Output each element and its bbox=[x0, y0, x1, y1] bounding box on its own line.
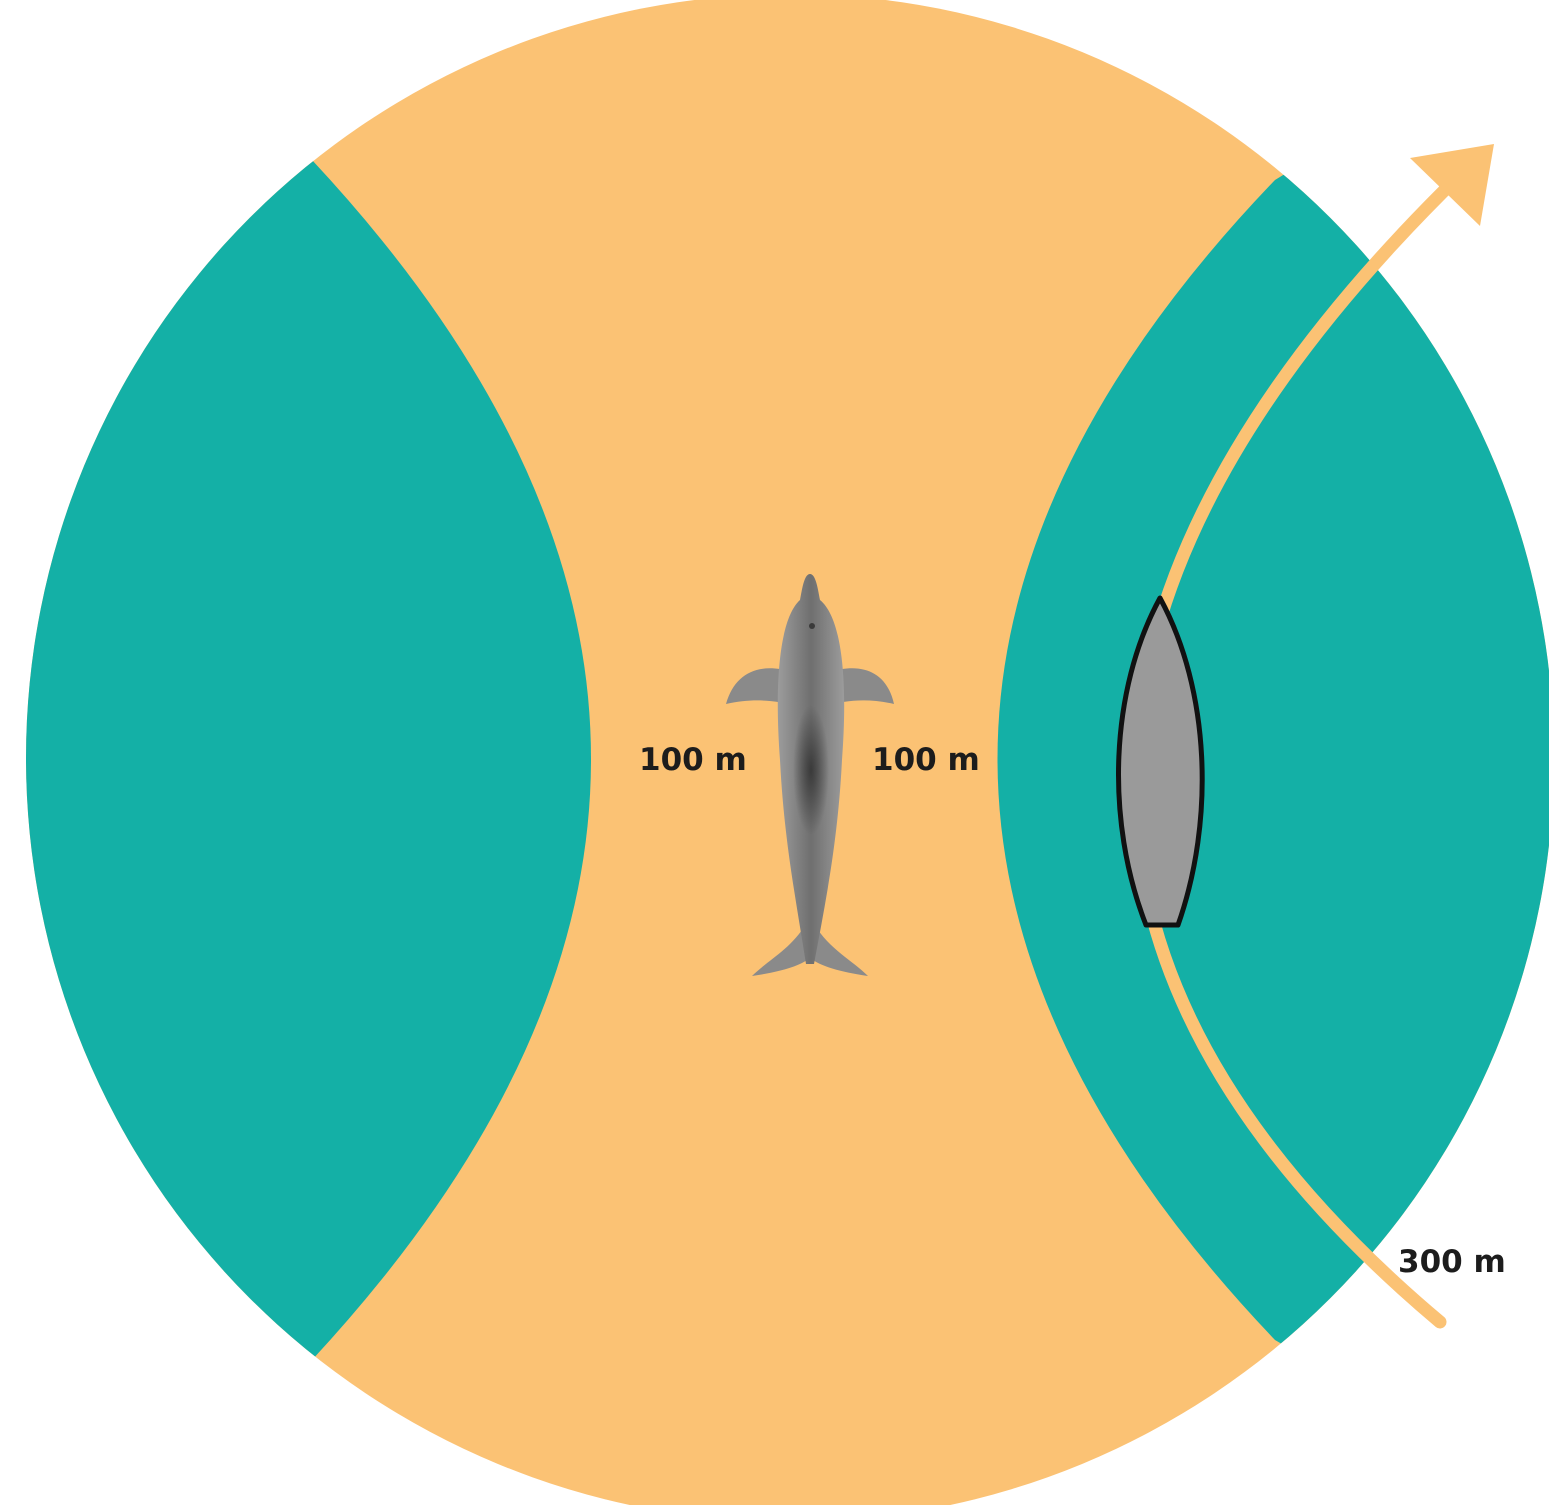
route-arrowhead-icon bbox=[1410, 144, 1494, 226]
left-distance-label: 100 m bbox=[639, 742, 747, 778]
left-approach-zone bbox=[26, 0, 591, 1505]
outer-distance-label: 300 m bbox=[1398, 1244, 1506, 1280]
right-distance-label: 100 m bbox=[872, 742, 980, 778]
boat-icon bbox=[1116, 595, 1205, 928]
dolphin-icon bbox=[726, 574, 894, 976]
